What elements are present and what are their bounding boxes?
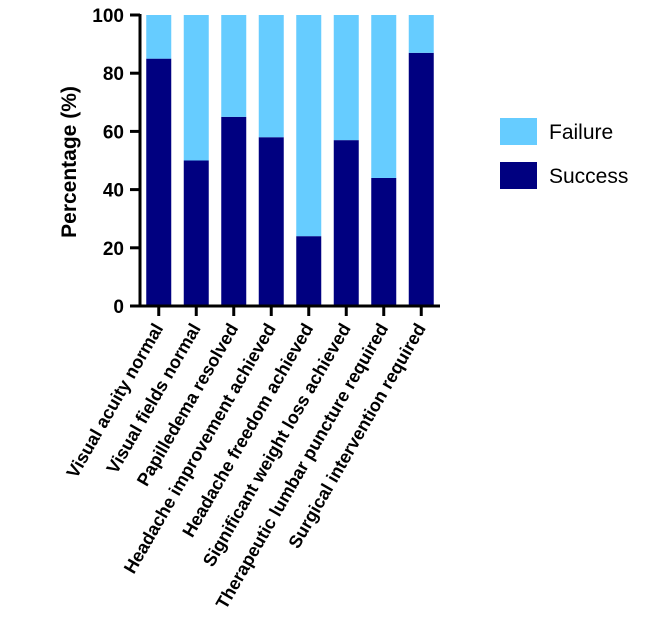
bar-failure-5	[296, 15, 322, 237]
bar-success-2	[183, 160, 209, 306]
bar-failure-8	[408, 15, 434, 53]
y-tick-label: 0	[113, 297, 124, 318]
bar-success-8	[408, 52, 434, 306]
bar-success-4	[258, 137, 284, 306]
bar-failure-4	[258, 15, 284, 138]
bar-failure-3	[221, 15, 247, 117]
legend-label-failure: Failure	[549, 121, 613, 144]
bar-failure-2	[183, 15, 209, 161]
bar-success-7	[371, 177, 397, 306]
y-tick-label: 20	[103, 239, 124, 260]
bar-success-1	[146, 58, 172, 307]
bar-success-5	[296, 236, 322, 306]
y-tick-label: 100	[92, 6, 124, 27]
legend-label-success: Success	[549, 165, 628, 188]
y-tick-label: 40	[103, 181, 124, 202]
y-tick-label: 80	[103, 64, 124, 85]
legend-swatch-success	[500, 162, 537, 189]
y-axis-title: Percentage (%)	[58, 86, 81, 238]
legend: Failure Success	[500, 118, 628, 189]
legend-swatch-failure	[500, 118, 537, 145]
bar-failure-1	[146, 15, 172, 59]
bar-failure-7	[371, 15, 397, 178]
bar-failure-6	[333, 15, 359, 141]
bar-success-6	[333, 140, 359, 306]
bar-success-3	[221, 116, 247, 306]
y-tick-label: 60	[103, 122, 124, 143]
bars-group	[146, 15, 434, 307]
